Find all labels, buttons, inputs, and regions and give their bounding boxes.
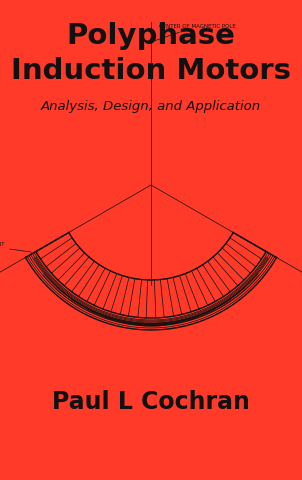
Text: Analysis, Design, and Application: Analysis, Design, and Application [41,100,261,113]
Text: Induction Motors: Induction Motors [11,57,291,85]
Text: Polyphase: Polyphase [66,22,236,50]
Text: CENTER OF MAGNETIC POLE: CENTER OF MAGNETIC POLE [154,24,236,41]
Text: INTERPOLAR POINT: INTERPOLAR POINT [0,242,31,252]
Text: Paul L Cochran: Paul L Cochran [52,390,250,414]
